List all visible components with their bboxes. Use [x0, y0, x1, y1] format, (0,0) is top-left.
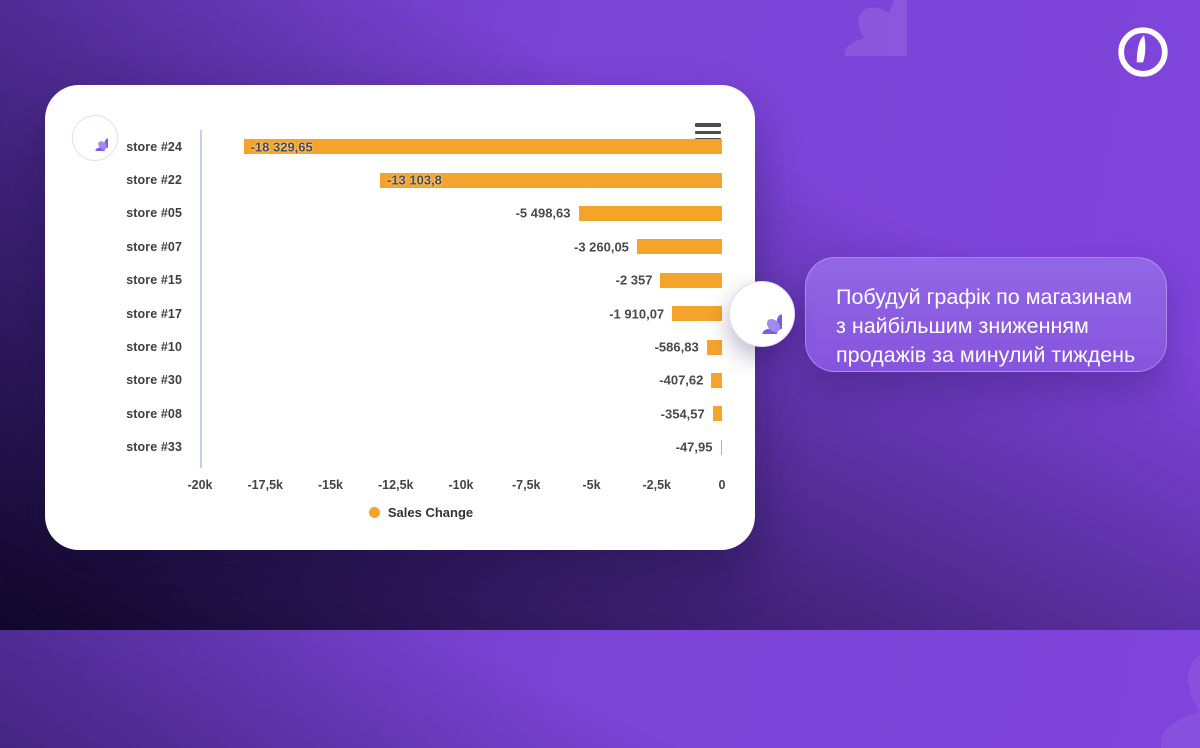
bar-track: -13 103,8: [200, 172, 722, 188]
flower-icon: [82, 125, 108, 151]
value-label: -3 260,05: [573, 239, 629, 255]
value-label: -47,95: [675, 439, 713, 455]
flower-icon: [742, 294, 782, 334]
bar-store-05[interactable]: [578, 205, 722, 221]
value-label: -2 357: [615, 272, 653, 288]
bar-store-33[interactable]: [720, 439, 722, 455]
category-label: store #07: [126, 239, 182, 254]
legend-label: Sales Change: [387, 505, 474, 520]
x-axis-tick: -2,5k: [642, 478, 672, 492]
category-label: store #33: [126, 440, 182, 455]
x-axis-tick: -7,5k: [512, 478, 541, 492]
bar-track: -586,83: [200, 339, 722, 355]
hamburger-menu-icon: [695, 130, 721, 135]
x-axis-tick: -17,5k: [247, 478, 283, 492]
x-axis-tick: -20k: [187, 478, 213, 492]
x-axis-tick: 0: [718, 478, 726, 492]
bar-track: -2 357: [200, 272, 722, 288]
value-label: -407,62: [659, 372, 704, 388]
category-label: store #30: [126, 373, 182, 388]
value-label: -5 498,63: [515, 205, 571, 221]
prompt-text: Побудуй графік по магазинам з найбільшим…: [836, 285, 1136, 367]
background-flower-icon: [1036, 498, 1200, 748]
chart-row: store #07 -3 260,05: [120, 230, 722, 263]
chart-row: store #22 -13 103,8: [120, 163, 722, 196]
bar-store-07[interactable]: [636, 239, 722, 255]
bar-store-15[interactable]: [660, 272, 722, 288]
category-label: store #17: [126, 306, 182, 321]
prompt-bubble: Побудуй графік по магазинам з найбільшим…: [805, 257, 1167, 372]
background-flower-icon: [783, 0, 907, 56]
category-label: store #08: [126, 406, 182, 421]
bar-chart: store #24 -18 329,65 store #22 -13 103,8 sto…: [120, 130, 722, 468]
assistant-button[interactable]: [729, 281, 795, 347]
x-axis-tick: -5k: [582, 478, 601, 492]
x-axis: -20k -17,5k -15k -12,5k -10k -7,5k -5k -2,5k 0: [120, 478, 725, 494]
x-axis-tick: -10k: [448, 478, 474, 492]
chart-row: store #24 -18 329,65: [120, 130, 722, 163]
bar-store-22[interactable]: [380, 172, 722, 188]
x-axis-tick: -12,5k: [378, 478, 414, 492]
bar-track: -47,95: [200, 439, 722, 455]
bar-track: -1 910,07: [200, 306, 722, 322]
bar-store-17[interactable]: [672, 306, 722, 322]
chart-row: store #15 -2 357: [120, 264, 722, 297]
bar-track: -18 329,65: [200, 139, 722, 155]
category-label: store #05: [126, 206, 182, 221]
bar-store-24[interactable]: [243, 139, 722, 155]
value-label: -18 329,65: [250, 139, 313, 155]
category-label: store #24: [126, 139, 182, 154]
chart-row: store #10 -586,83: [120, 330, 722, 363]
chart-row: store #17 -1 910,07: [120, 297, 722, 330]
legend-item[interactable]: Sales Change: [120, 505, 722, 520]
brand-logo-icon: [1118, 27, 1168, 77]
bar-store-10[interactable]: [706, 339, 722, 355]
legend-marker-icon: [368, 507, 380, 518]
chart-row: store #30 -407,62: [120, 364, 722, 397]
value-label: -586,83: [654, 339, 699, 355]
value-label: -13 103,8: [386, 172, 442, 188]
category-label: store #22: [126, 173, 182, 188]
category-label: store #10: [126, 340, 182, 355]
x-axis-tick: -15k: [317, 478, 344, 492]
bar-track: -354,57: [200, 406, 722, 422]
bar-store-08[interactable]: [712, 406, 722, 422]
value-label: -1 910,07: [609, 306, 665, 322]
chart-row: store #33 -47,95: [120, 431, 722, 464]
hamburger-menu-icon: [695, 123, 721, 127]
category-label: store #15: [126, 273, 182, 288]
bar-track: -3 260,05: [200, 239, 722, 255]
bar-track: -5 498,63: [200, 205, 722, 221]
value-label: -354,57: [660, 406, 705, 422]
chart-row: store #08 -354,57: [120, 397, 722, 430]
chart-card: store #24 -18 329,65 store #22 -13 103,8 sto…: [45, 85, 755, 550]
chart-row: store #05 -5 498,63: [120, 197, 722, 230]
bar-track: -407,62: [200, 372, 722, 388]
bar-store-30[interactable]: [711, 372, 722, 388]
y-axis-line: [200, 130, 202, 468]
assistant-avatar: [72, 115, 118, 161]
chart-rows: store #24 -18 329,65 store #22 -13 103,8 sto…: [120, 130, 722, 464]
